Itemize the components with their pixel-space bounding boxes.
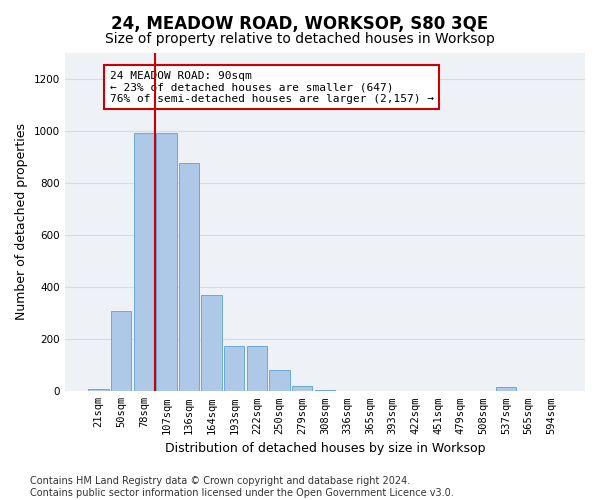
Bar — [292, 386, 313, 392]
Bar — [269, 370, 290, 392]
Bar — [134, 134, 154, 392]
Bar — [156, 134, 176, 392]
Text: Contains HM Land Registry data © Crown copyright and database right 2024.
Contai: Contains HM Land Registry data © Crown c… — [30, 476, 454, 498]
Text: Size of property relative to detached houses in Worksop: Size of property relative to detached ho… — [105, 32, 495, 46]
Bar — [496, 388, 516, 392]
Y-axis label: Number of detached properties: Number of detached properties — [15, 124, 28, 320]
Text: 24 MEADOW ROAD: 90sqm
← 23% of detached houses are smaller (647)
76% of semi-det: 24 MEADOW ROAD: 90sqm ← 23% of detached … — [110, 70, 434, 104]
Bar — [224, 346, 244, 392]
Text: 24, MEADOW ROAD, WORKSOP, S80 3QE: 24, MEADOW ROAD, WORKSOP, S80 3QE — [112, 15, 488, 33]
Bar — [179, 164, 199, 392]
Bar — [247, 346, 267, 392]
Bar — [314, 390, 335, 392]
Bar — [202, 295, 222, 392]
Bar — [111, 310, 131, 392]
Bar — [88, 388, 109, 392]
X-axis label: Distribution of detached houses by size in Worksop: Distribution of detached houses by size … — [164, 442, 485, 455]
